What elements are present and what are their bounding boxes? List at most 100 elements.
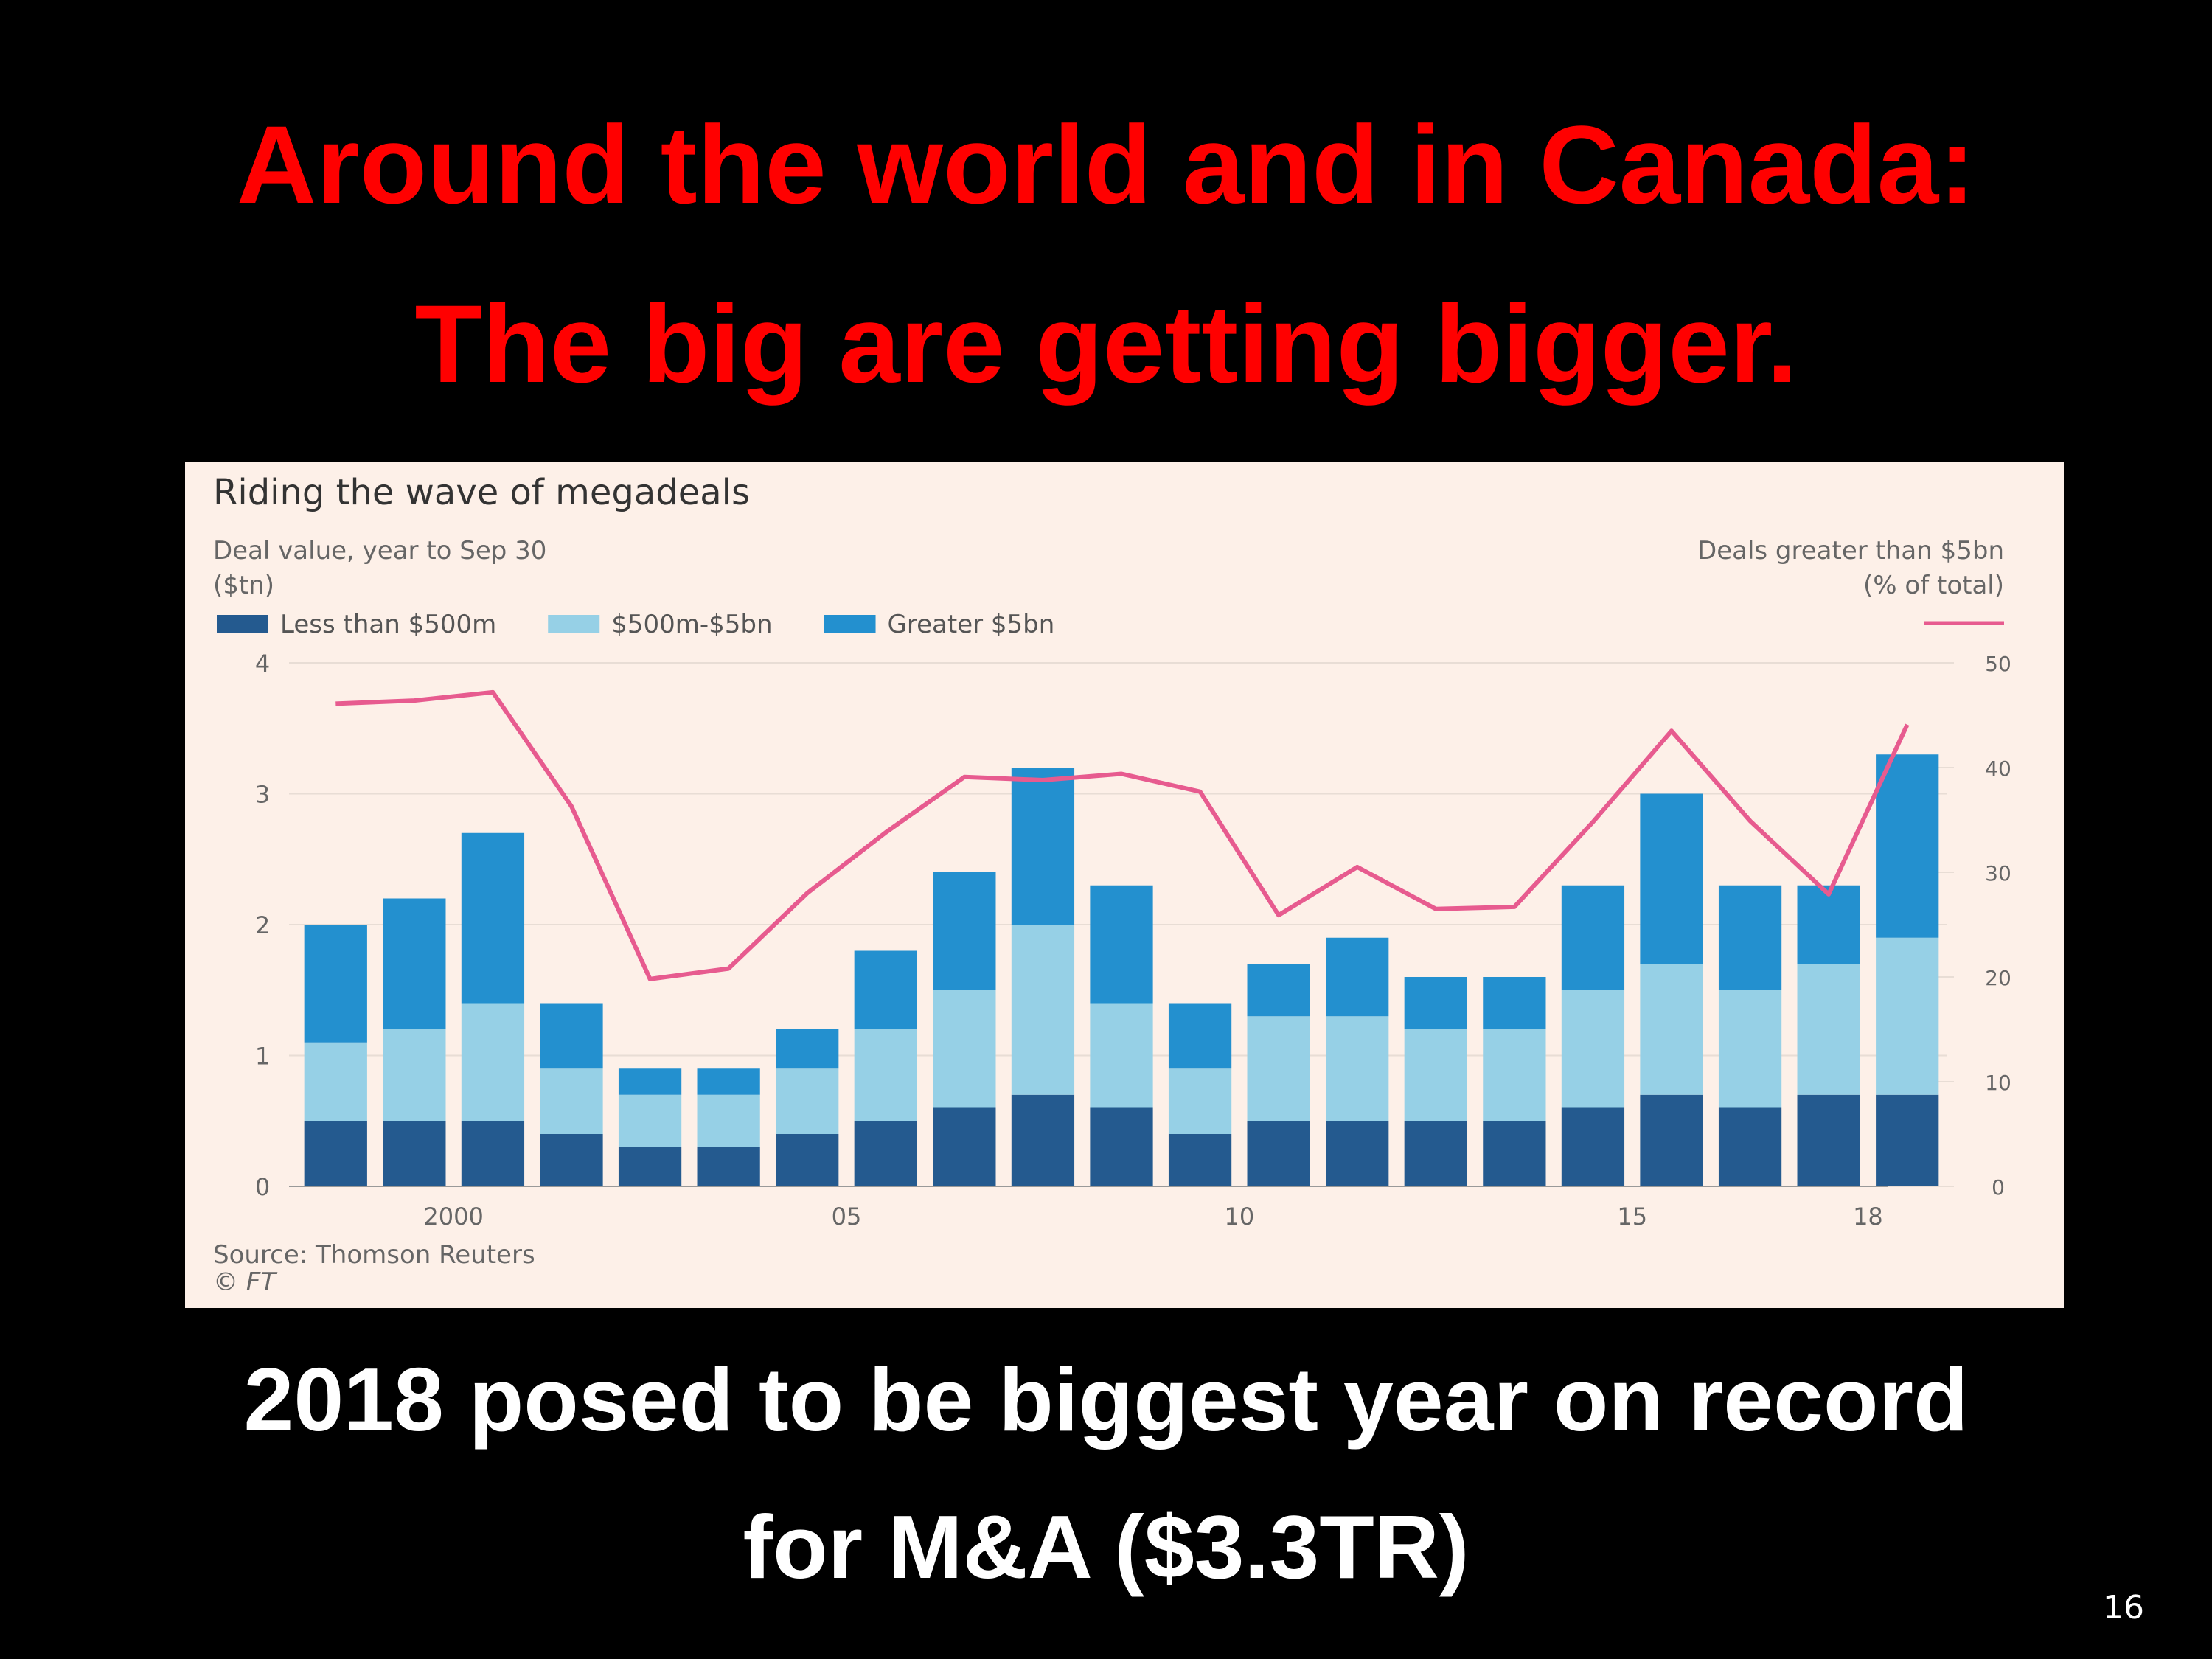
bar-segment (618, 1147, 682, 1186)
page-number: 16 (2103, 1589, 2144, 1627)
bar-segment (1797, 1094, 1860, 1186)
bar-segment (540, 1068, 603, 1134)
bar-segment (383, 1029, 446, 1121)
bar-segment (776, 1068, 839, 1134)
slide-title: Around the world and in Canada: (237, 102, 1975, 226)
bar-segment (461, 832, 525, 1004)
bar-segment (1090, 1003, 1153, 1108)
bar-segment (1247, 1121, 1310, 1186)
legend-label: Less than $500m (280, 610, 496, 639)
bar-segment (854, 1029, 917, 1121)
bar-segment (854, 950, 917, 1029)
legend-swatch (548, 615, 600, 633)
bar-segment (1168, 1068, 1232, 1134)
legend-label: $500m-$5bn (611, 610, 772, 639)
bar-segment (1797, 964, 1860, 1095)
bar-segment (1011, 925, 1075, 1095)
bar-segment (1797, 885, 1860, 964)
y-axis-label: Deal value, year to Sep 30 (213, 536, 546, 566)
x-tick-label: 18 (1853, 1203, 1883, 1231)
bar-segment (1561, 885, 1625, 990)
y2-axis-label: Deals greater than $5bn (1697, 536, 2004, 566)
bar-segment (540, 1134, 603, 1186)
y-tick-label: 1 (255, 1043, 270, 1071)
legend-swatch (217, 615, 268, 633)
bar-segment (618, 1068, 682, 1095)
bar-segment (383, 898, 446, 1029)
y2-tick-label: 10 (1985, 1071, 2011, 1095)
legend-label: Greater $5bn (888, 610, 1055, 639)
y2-tick-label: 40 (1985, 757, 2011, 781)
y2-tick-label: 20 (1985, 966, 2011, 990)
bar-segment (1483, 977, 1546, 1029)
bar-segment (461, 1121, 525, 1186)
y2-tick-label: 0 (1992, 1175, 2005, 1200)
bar-segment (933, 1107, 996, 1186)
y-tick-label: 4 (255, 650, 270, 678)
bar-segment (1404, 977, 1467, 1029)
bar-segment (1326, 1121, 1389, 1186)
bar-segment (383, 1121, 446, 1186)
credit: © FT (213, 1267, 277, 1297)
bar-segment (1483, 1121, 1546, 1186)
y2-axis-label: (% of total) (1863, 571, 2004, 600)
bar-segment (1247, 964, 1310, 1017)
x-tick-label: 05 (832, 1203, 862, 1231)
bar-segment (1404, 1121, 1467, 1186)
y-tick-label: 0 (255, 1173, 270, 1201)
bar-segment (697, 1147, 760, 1186)
bar-segment (776, 1134, 839, 1186)
bar-segment (540, 1003, 603, 1069)
x-tick-label: 15 (1617, 1203, 1647, 1231)
bar-segment (1640, 1094, 1703, 1186)
bar-segment (1326, 1016, 1389, 1121)
source: Source: Thomson Reuters (213, 1240, 535, 1270)
bar-segment (1640, 964, 1703, 1095)
bar-segment (1247, 1016, 1310, 1121)
bar-segment (304, 1121, 367, 1186)
bar-segment (1876, 937, 1939, 1095)
bar-segment (1090, 1107, 1153, 1186)
y-axis-label: ($tn) (213, 571, 274, 600)
x-tick-label: 10 (1224, 1203, 1254, 1231)
line-series (335, 689, 1910, 981)
bar-segment (1561, 990, 1625, 1108)
bar-segment (1483, 1029, 1546, 1121)
bar-segment (1718, 990, 1782, 1108)
bar-segment (304, 925, 367, 1043)
chart-title: Riding the wave of megadeals (213, 472, 750, 513)
bar-segment (1640, 793, 1703, 964)
slide-title: The big are getting bigger. (414, 282, 1797, 406)
bar-segment (1168, 1003, 1232, 1069)
bar-segment (1011, 768, 1075, 925)
bar-segment (1168, 1134, 1232, 1186)
bar-segment (1876, 754, 1939, 938)
caption: 2018 posed to be biggest year on record (243, 1349, 1968, 1450)
bar-segment (1876, 1094, 1939, 1186)
bar-segment (697, 1094, 760, 1147)
bar-segment (461, 1003, 525, 1121)
bar-segment (1090, 885, 1153, 1004)
y2-tick-label: 50 (1985, 652, 2011, 676)
x-tick-label: 2000 (423, 1203, 483, 1231)
legend-swatch (824, 615, 876, 633)
bar-segment (304, 1042, 367, 1121)
bar-segment (1326, 937, 1389, 1017)
y-tick-label: 2 (255, 911, 270, 939)
bar-segment (1718, 885, 1782, 990)
bar-segment (933, 872, 996, 990)
bar-segment (933, 990, 996, 1108)
bar-segment (1404, 1029, 1467, 1121)
bar-segment (697, 1068, 760, 1095)
bar-segment (776, 1029, 839, 1069)
caption: for M&A ($3.3TR) (742, 1497, 1469, 1597)
bar-segment (1561, 1107, 1625, 1186)
bar-segment (1011, 1094, 1075, 1186)
y2-tick-label: 30 (1985, 861, 2011, 886)
bar-segment (1718, 1107, 1782, 1186)
y-tick-label: 3 (255, 781, 270, 809)
bar-segment (854, 1121, 917, 1186)
